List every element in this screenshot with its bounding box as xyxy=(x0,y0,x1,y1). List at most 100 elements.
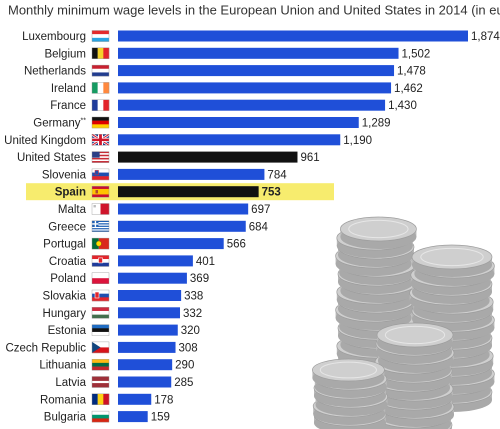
labels-layer: Luxembourg 1,874 Belgium 1,502 Netherlands 1,… xyxy=(4,31,500,424)
bar-france xyxy=(118,99,386,111)
category-label-united-states: United States xyxy=(17,152,86,164)
belgium-flag xyxy=(91,47,110,59)
category-label-czech-republic: Czech Republic xyxy=(5,342,86,354)
greece-flag xyxy=(91,220,110,233)
bar-lithuania xyxy=(118,359,173,371)
flags-layer xyxy=(91,30,110,423)
category-label-slovenia: Slovenia xyxy=(42,169,87,181)
usa-flag xyxy=(91,151,110,163)
category-label-malta: Malta xyxy=(58,204,87,216)
category-label-latvia: Latvia xyxy=(55,377,86,389)
category-label-spain: Spain xyxy=(55,187,86,199)
category-label-ireland: Ireland xyxy=(51,83,86,95)
luxembourg-flag xyxy=(91,30,110,42)
ireland-flag xyxy=(91,82,110,94)
malta-flag xyxy=(91,203,110,215)
germany-flag xyxy=(91,116,110,129)
chart-title: Monthly minimum wage levels in the Europ… xyxy=(8,2,500,18)
value-label-slovakia: 338 xyxy=(184,291,203,303)
value-label-portugal: 566 xyxy=(227,239,246,251)
bar-latvia xyxy=(118,376,172,388)
value-label-romania: 178 xyxy=(154,394,173,406)
bar-belgium xyxy=(118,47,399,59)
portugal-flag xyxy=(91,237,110,250)
coin xyxy=(340,216,417,249)
value-label-hungary: 332 xyxy=(183,308,202,320)
value-label-croatia: 401 xyxy=(196,256,215,268)
value-label-latvia: 285 xyxy=(174,377,193,389)
category-label-belgium: Belgium xyxy=(44,48,86,60)
value-label-malta: 697 xyxy=(251,204,270,216)
value-label-spain: 753 xyxy=(262,187,281,199)
value-label-poland: 369 xyxy=(190,273,209,285)
category-label-netherlands: Netherlands xyxy=(24,66,86,78)
bar-germany xyxy=(118,117,359,128)
value-label-czech-republic: 308 xyxy=(179,342,198,354)
bar-croatia xyxy=(118,255,193,267)
chart-title-text: Monthly minimum wage levels in the Europ… xyxy=(8,2,500,18)
category-label-greece: Greece xyxy=(48,221,86,233)
bar-romania xyxy=(118,393,152,405)
value-label-netherlands: 1,478 xyxy=(397,66,426,78)
bar-ireland xyxy=(118,82,392,94)
bar-united-kingdom xyxy=(118,134,341,146)
hungary-flag xyxy=(91,307,110,319)
bar-portugal xyxy=(118,238,224,250)
value-label-luxembourg: 1,874 xyxy=(471,31,500,43)
croatia-flag xyxy=(91,255,110,267)
value-label-bulgaria: 159 xyxy=(151,412,170,424)
bar-hungary xyxy=(118,307,181,319)
slovenia-flag xyxy=(91,168,110,181)
category-label-romania: Romania xyxy=(40,394,87,406)
estonia-flag xyxy=(91,324,110,336)
category-label-croatia: Croatia xyxy=(49,256,87,268)
czech-flag xyxy=(91,341,110,354)
value-label-france: 1,430 xyxy=(388,100,417,112)
bar-united-states xyxy=(118,151,298,163)
bar-malta xyxy=(118,203,249,215)
value-label-united-kingdom: 1,190 xyxy=(343,135,372,147)
category-label-estonia: Estonia xyxy=(48,325,87,337)
bar-greece xyxy=(118,220,246,232)
category-label-bulgaria: Bulgaria xyxy=(44,412,87,424)
bar-luxembourg xyxy=(118,30,468,42)
bar-poland xyxy=(118,272,187,284)
category-label-hungary: Hungary xyxy=(43,308,87,320)
bar-netherlands xyxy=(118,65,395,77)
category-label-germany: Germany** xyxy=(33,118,86,130)
category-footnote-mark: ** xyxy=(81,118,87,125)
value-label-lithuania: 290 xyxy=(175,360,194,372)
bar-spain xyxy=(118,186,259,198)
category-label-united-kingdom: United Kingdom xyxy=(4,135,86,147)
bars-layer xyxy=(118,30,468,423)
coin xyxy=(411,244,493,277)
category-label-portugal: Portugal xyxy=(43,239,86,251)
slovakia-flag xyxy=(91,289,110,302)
romania-flag xyxy=(91,393,110,405)
value-label-belgium: 1,502 xyxy=(402,48,431,60)
value-label-slovenia: 784 xyxy=(267,169,287,181)
value-label-greece: 684 xyxy=(249,221,269,233)
category-label-poland: Poland xyxy=(50,273,86,285)
netherlands-flag xyxy=(91,64,110,77)
spain-flag xyxy=(91,185,110,198)
bar-slovenia xyxy=(118,168,265,180)
category-label-slovakia: Slovakia xyxy=(43,291,87,303)
bulgaria-flag xyxy=(91,410,110,423)
coin xyxy=(312,358,385,389)
category-label-lithuania: Lithuania xyxy=(39,360,86,372)
coin xyxy=(376,322,454,355)
france-flag xyxy=(91,99,110,111)
value-label-estonia: 320 xyxy=(181,325,200,337)
value-label-ireland: 1,462 xyxy=(394,83,423,95)
uk-flag xyxy=(91,133,110,147)
bar-czech-republic xyxy=(118,341,176,353)
category-label-france: France xyxy=(50,100,86,112)
latvia-flag xyxy=(91,376,110,388)
coin-stacks-icon xyxy=(312,216,495,429)
value-label-germany: 1,289 xyxy=(362,118,391,130)
bar-estonia xyxy=(118,324,178,336)
category-label-luxembourg: Luxembourg xyxy=(22,31,86,43)
poland-flag xyxy=(91,272,110,284)
